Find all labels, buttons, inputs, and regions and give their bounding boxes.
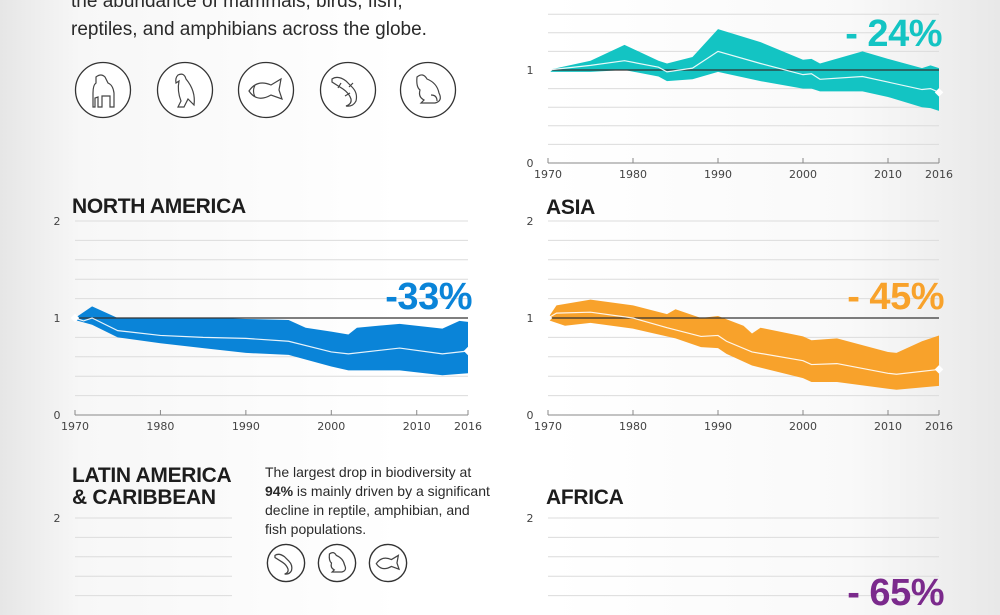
intro-line-2: reptiles, and amphibians across the glob… (71, 19, 427, 40)
chart-title-asia: ASIA (546, 196, 595, 219)
x-tick-label: 2016 (454, 420, 482, 433)
index-point (934, 365, 944, 374)
x-tick-label: 1970 (534, 420, 562, 433)
x-tick-label: 1980 (619, 420, 647, 433)
chart-title-latin-america: LATIN AMERICA & CARIBBEAN (72, 464, 232, 509)
latin-america-note: The largest drop in biodiversity at 94% … (265, 463, 495, 539)
chart-asia-pacific: 0 1 2 1970 1980 1990 2000 2010 2016 (527, 215, 954, 433)
x-tick-label: 2000 (317, 420, 345, 433)
chart-title-africa: AFRICA (546, 486, 624, 509)
title-line-1: LATIN AMERICA (72, 464, 232, 487)
y-tick-label: 2 (527, 215, 534, 228)
change-north-america: -33% (385, 276, 472, 318)
index-point (543, 65, 553, 75)
chart-africa: 2 (527, 512, 939, 597)
index-line (547, 311, 940, 375)
index-point (543, 313, 553, 323)
note-highlight: 94% (265, 483, 294, 499)
x-tick-label: 2000 (789, 420, 817, 433)
x-tick-label: 2010 (403, 420, 431, 433)
y-tick-label: 1 (54, 312, 61, 325)
lizard-icon (266, 543, 306, 583)
change-africa: - 65% (847, 572, 944, 614)
confidence-band (75, 306, 468, 376)
x-tick-label: 2016 (925, 168, 953, 181)
lizard-icon (319, 61, 377, 119)
change-europe: - 24% (845, 13, 942, 55)
chart-north-america: 0 1 2 1970 1980 1990 2000 2010 2016 (54, 215, 483, 433)
parrot-icon (156, 61, 214, 119)
gorilla-icon (74, 61, 132, 119)
x-tick-label: 1990 (704, 168, 732, 181)
charts-canvas: 0 1 1970 1980 1990 2000 2010 2016 0 1 2 1970 1980 199… (54, 13, 954, 597)
y-tick-label: 1 (527, 64, 534, 77)
y-tick-label: 0 (527, 409, 534, 422)
title-line-2: & CARIBBEAN (72, 486, 216, 509)
y-tick-label: 2 (527, 512, 534, 525)
y-tick-label: 2 (54, 512, 61, 525)
y-tick-label: 0 (54, 409, 61, 422)
fish-icon (368, 543, 408, 583)
chart-latin-america: 2 (54, 512, 232, 597)
y-tick-label: 2 (54, 215, 61, 228)
x-tick-label: 1990 (704, 420, 732, 433)
x-tick-label: 1980 (146, 420, 174, 433)
index-line (74, 317, 469, 355)
intro-text: the abundance of mammals, birds, fish, r… (71, 0, 427, 44)
y-tick-label: 1 (527, 312, 534, 325)
x-tick-label: 2010 (874, 420, 902, 433)
x-tick-label: 1970 (61, 420, 89, 433)
chart-title-north-america: NORTH AMERICA (72, 195, 246, 218)
chart-europe-central-asia: 0 1 1970 1980 1990 2000 2010 2016 (527, 13, 953, 181)
note-text: The largest drop in biodiversity at (265, 464, 472, 480)
index-point (70, 313, 80, 323)
y-tick-label: 0 (527, 157, 534, 170)
note-text-end: is mainly driven by a significant declin… (265, 483, 490, 537)
x-tick-label: 2016 (925, 420, 953, 433)
intro-line-1: the abundance of mammals, birds, fish, (71, 0, 403, 12)
x-tick-label: 2000 (789, 168, 817, 181)
index-point (463, 346, 473, 356)
x-tick-label: 2010 (874, 168, 902, 181)
x-tick-label: 1980 (619, 168, 647, 181)
index-line (547, 50, 940, 93)
frog-icon (399, 61, 457, 119)
x-tick-label: 1990 (232, 420, 260, 433)
frog-icon (317, 543, 357, 583)
change-asia: - 45% (847, 276, 944, 318)
fish-icon (237, 61, 295, 119)
x-tick-label: 1970 (534, 168, 562, 181)
